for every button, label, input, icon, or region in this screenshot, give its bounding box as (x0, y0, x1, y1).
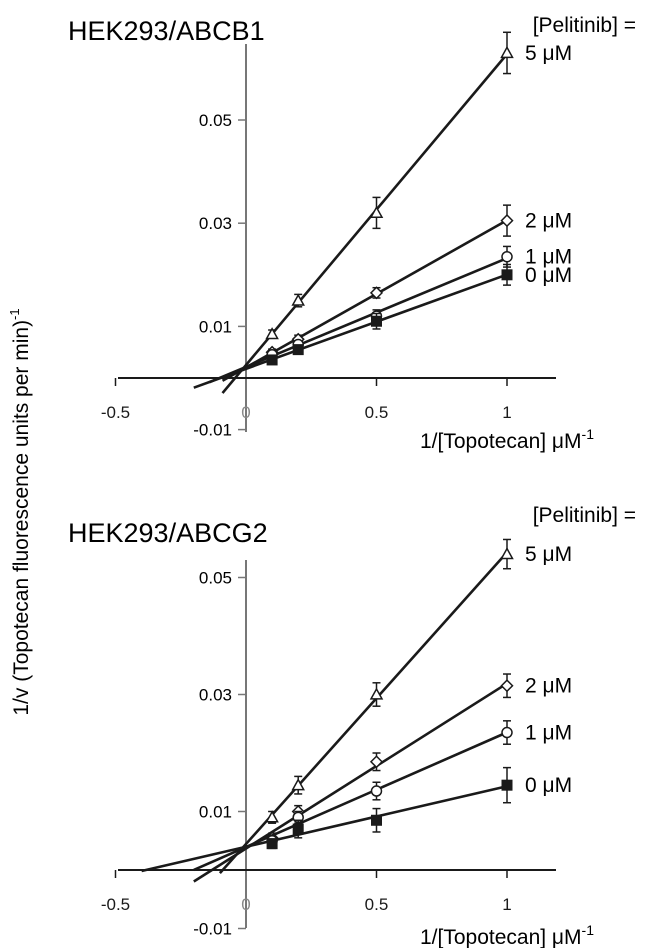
data-point-square (266, 354, 278, 366)
x-axis-label-exponent: -1 (582, 426, 595, 442)
series-label: 0 μM (525, 774, 572, 797)
y-axis-label-exponent: -1 (7, 308, 22, 320)
x-tick-label: 1 (502, 403, 511, 422)
data-point-diamond (500, 679, 514, 693)
y-tick-label: -0.01 (193, 421, 232, 440)
x-tick-label: 0.5 (365, 403, 389, 422)
x-tick-label: 0 (241, 403, 250, 422)
fit-line (193, 273, 508, 389)
chart-title: HEK293/ABCB1 (68, 16, 265, 46)
x-tick-label: 0.5 (365, 895, 389, 914)
series-circle-1-m: 1 μM (193, 720, 572, 872)
data-point-triangle (265, 810, 279, 823)
data-point-square (501, 779, 513, 791)
shared-y-axis-label: 1/v (Topotecan fluorescence units per mi… (7, 308, 33, 715)
data-point-triangle (500, 45, 514, 59)
fit-line (193, 682, 508, 883)
legend-title: [Pelitinib] = (533, 504, 636, 527)
data-point-circle (501, 250, 513, 263)
y-tick-label: 0.03 (199, 214, 232, 233)
series-label: 5 μM (525, 543, 572, 566)
x-tick-label: -0.5 (101, 895, 130, 914)
data-point-circle (501, 726, 513, 739)
series-square-0-m: 0 μM (193, 263, 572, 389)
series-triangle-5-m: 5 μM (221, 31, 572, 394)
data-point-square (292, 344, 304, 356)
data-point-square (371, 315, 382, 327)
series-diamond-2-m: 2 μM (193, 673, 572, 883)
fit-line (141, 784, 508, 873)
y-tick-label: 0.01 (199, 317, 232, 336)
data-point-square (501, 269, 513, 281)
series-square-0-m: 0 μM (141, 766, 572, 873)
y-tick-label: -0.01 (193, 920, 232, 939)
series-label: 0 μM (525, 264, 572, 287)
x-tick-label: 1 (502, 895, 511, 914)
series-label: 5 μM (525, 42, 572, 65)
fit-line (221, 219, 508, 382)
x-axis-label-text: 1/[Topotecan] μM (420, 926, 582, 948)
series-label: 2 μM (525, 210, 572, 233)
x-tick-label: -0.5 (101, 403, 130, 422)
series-label: 1 μM (525, 246, 572, 269)
data-point-diamond (500, 214, 514, 228)
y-tick-label: 0.05 (199, 569, 232, 588)
data-point-triangle (369, 687, 384, 700)
y-tick-label: 0.01 (199, 803, 232, 822)
data-point-circle (370, 785, 383, 797)
data-point-triangle (291, 778, 305, 791)
fit-line (208, 257, 508, 384)
y-tick-label: 0.05 (199, 111, 232, 130)
data-point-diamond (369, 286, 384, 300)
data-point-square (371, 814, 382, 826)
fit-line (218, 551, 508, 875)
x-axis-label: 1/[Topotecan] μM-1 (420, 426, 594, 453)
chart-panel-abcb1: HEK293/ABCB1 [Pelitinib] = 1/[Topotecan]… (68, 14, 636, 453)
data-point-square (292, 823, 304, 835)
fit-line (221, 53, 508, 394)
chart-panel-abcg2: HEK293/ABCG2 [Pelitinib] = 1/[Topotecan]… (68, 504, 636, 948)
y-tick-label: 0.03 (199, 686, 232, 705)
data-point-triangle (500, 547, 514, 560)
x-axis-label: 1/[Topotecan] μM-1 (420, 922, 594, 948)
data-point-diamond (369, 755, 384, 769)
series-label: 2 μM (525, 675, 572, 698)
y-axis-label-text: 1/v (Topotecan fluorescence units per mi… (10, 320, 33, 716)
data-point-square (266, 838, 278, 850)
series-label: 1 μM (525, 722, 572, 745)
data-point-triangle (265, 327, 279, 340)
x-axis-label-text: 1/[Topotecan] μM (420, 430, 582, 453)
legend-title: [Pelitinib] = (533, 14, 636, 37)
series-triangle-5-m: 5 μM (218, 538, 572, 875)
x-axis-label-exponent: -1 (582, 922, 595, 938)
data-point-triangle (291, 293, 305, 306)
x-tick-label: 0 (241, 895, 250, 914)
chart-title: HEK293/ABCG2 (68, 518, 268, 548)
data-point-triangle (369, 205, 384, 219)
